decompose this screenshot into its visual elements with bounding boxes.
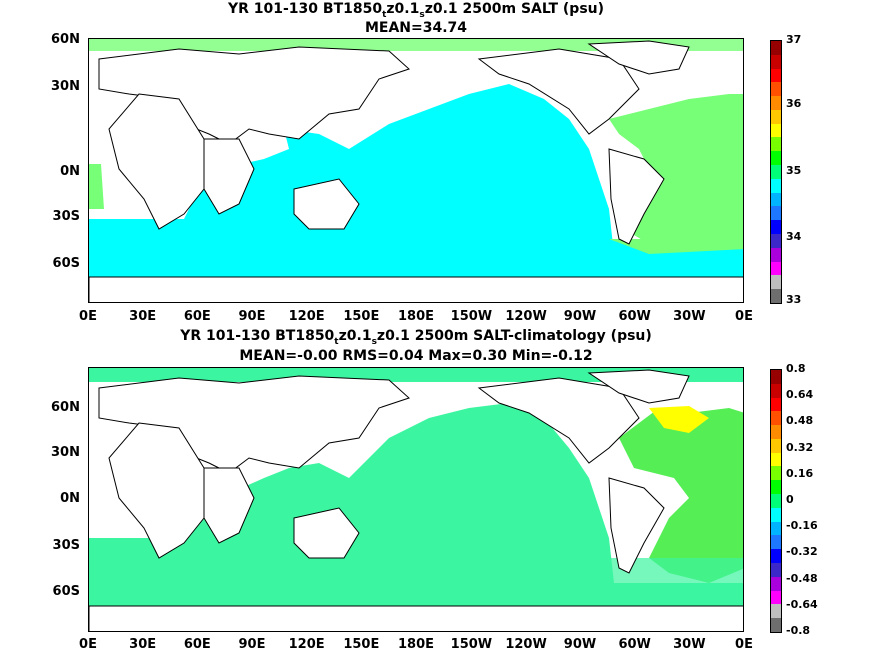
panel1-colorbar-swatch [771, 206, 781, 221]
panel2-colorbar-swatch [771, 466, 781, 481]
panel1-colorbar [770, 40, 782, 304]
lat2-label-30s: 30S [52, 538, 80, 553]
panel1-colorbar-swatch [771, 178, 781, 193]
lat-label-30s: 30S [52, 209, 80, 224]
panel1-colorbar-swatch [771, 54, 781, 69]
panel2-lon-label: 0E [79, 637, 97, 652]
panel2-colorbar-swatch [771, 549, 781, 563]
cbar1-label-35: 35 [786, 164, 802, 177]
panel2-lon-label: 30E [129, 637, 157, 652]
panel2-colorbar-swatch [771, 576, 781, 591]
panel2-colorbar-swatch [771, 438, 781, 453]
lat-label-30n: 30N [51, 79, 80, 94]
panel1-lon-label: 60E [183, 309, 211, 324]
panel2-lon-label: 90E [238, 637, 266, 652]
panel1-colorbar-swatch [771, 261, 781, 276]
cbar2-label: -0.48 [786, 571, 818, 585]
panel2-colorbar-swatch [771, 411, 781, 426]
panel1-colorbar-swatch [771, 233, 781, 248]
panel2-colorbar-swatch [771, 535, 781, 550]
panel1-lon-label: 150W [450, 309, 493, 324]
panel2-colorbar-swatch [771, 397, 781, 412]
panel1-colorbar-swatch [771, 68, 781, 83]
panel1-lon-label: 90W [563, 309, 597, 324]
panel2-title: YR 101-130 BT1850tz0.1sz0.1 2500m SALT-c… [180, 328, 652, 347]
panel1-lon-label: 60W [618, 309, 651, 324]
panel1-stats: MEAN=34.74 [364, 20, 468, 36]
cbar2-label: 0 [786, 493, 794, 506]
panel2-colorbar-swatch [771, 562, 781, 577]
panel2-stats: MEAN=-0.00 RMS=0.04 Max=0.30 Min=-0.12 [239, 348, 593, 364]
panel2-lon-label: 120W [505, 637, 547, 652]
panel1-colorbar-swatch [771, 96, 781, 110]
panel1-lon-label: 90E [238, 309, 266, 324]
panel2-colorbar-swatch [771, 507, 781, 522]
panel2-colorbar-swatch [771, 425, 781, 439]
panel1-colorbar-swatch [771, 192, 781, 207]
panel1-lon-label: 0E [735, 309, 753, 324]
panel2-colorbar-swatch [771, 604, 781, 619]
salinity-diff-map [88, 367, 744, 632]
panel1-colorbar-swatch [771, 82, 781, 97]
panel2-lon-label: 0E [735, 637, 753, 652]
panel1-colorbar-swatch [771, 220, 781, 234]
panel2-colorbar-swatch [771, 494, 781, 508]
panel1-lon-label: 120E [288, 309, 325, 324]
panel2-colorbar-swatch [771, 480, 781, 495]
lat-label-60s: 60S [52, 256, 80, 271]
cbar2-label: 0.16 [786, 466, 814, 480]
panel1-lon-label: 120W [505, 309, 547, 324]
panel1-title: YR 101-130 BT1850tz0.1sz0.1 2500m SALT (… [227, 1, 605, 20]
panel2-lon-label: 150E [343, 637, 380, 652]
lat2-label-30n: 30N [51, 445, 80, 460]
lat-label-60n: 60N [51, 32, 80, 47]
panel1-lon-label: 150E [343, 309, 380, 324]
cbar2-label: -0.8 [786, 624, 811, 637]
cbar2-label: 0.48 [786, 414, 814, 428]
salinity-map [88, 38, 744, 303]
panel2-lon-label: 60E [183, 637, 211, 652]
panel2-lon-label: 120E [288, 637, 325, 652]
panel2-colorbar-swatch [771, 452, 781, 467]
lat2-label-0n: 0N [60, 491, 80, 506]
lat2-label-60s: 60S [52, 584, 80, 599]
cbar2-label: 0.8 [786, 362, 806, 375]
panel1-colorbar-swatch [771, 151, 781, 166]
cbar1-label-34: 34 [786, 230, 802, 243]
panel1-colorbar-swatch [771, 247, 781, 262]
panel1-colorbar-swatch [771, 137, 781, 152]
panel1-lon-label: 30W [673, 309, 706, 324]
panel1-colorbar-swatch [771, 165, 781, 179]
lat-label-0n: 0N [60, 164, 80, 179]
panel2-lon-label: 180E [397, 637, 435, 652]
panel1-lon-label: 180E [397, 309, 435, 324]
panel1-colorbar-swatch [771, 289, 781, 303]
panel2-colorbar [770, 369, 782, 633]
panel1-colorbar-swatch [771, 123, 781, 138]
panel1-lon-label: 0E [79, 309, 97, 324]
panel2-lon-label: 30W [673, 637, 706, 652]
panel2-colorbar-swatch [771, 383, 781, 398]
panel2-colorbar-swatch [771, 618, 781, 632]
cbar1-label-37: 37 [786, 33, 802, 46]
panel1-lon-label: 30E [129, 309, 157, 324]
cbar2-label: -0.16 [786, 519, 818, 533]
panel2-lon-label: 90W [563, 637, 597, 652]
panel1-colorbar-swatch [771, 41, 781, 55]
panel2-colorbar-swatch [771, 370, 781, 384]
panel1-colorbar-swatch [771, 275, 781, 290]
cbar2-label: -0.32 [786, 545, 818, 559]
cbar2-label: 0.32 [786, 440, 814, 454]
cbar1-label-33: 33 [786, 293, 802, 306]
cbar2-label: -0.64 [786, 597, 818, 611]
cbar1-label-36: 36 [786, 97, 802, 110]
panel2-colorbar-swatch [771, 590, 781, 605]
panel2-colorbar-swatch [771, 521, 781, 536]
lat2-label-60n: 60N [51, 400, 80, 415]
panel1-colorbar-swatch [771, 109, 781, 124]
panel2-lon-label: 60W [618, 637, 651, 652]
cbar2-label: 0.64 [786, 388, 814, 402]
panel2-lon-label: 150W [450, 637, 493, 652]
